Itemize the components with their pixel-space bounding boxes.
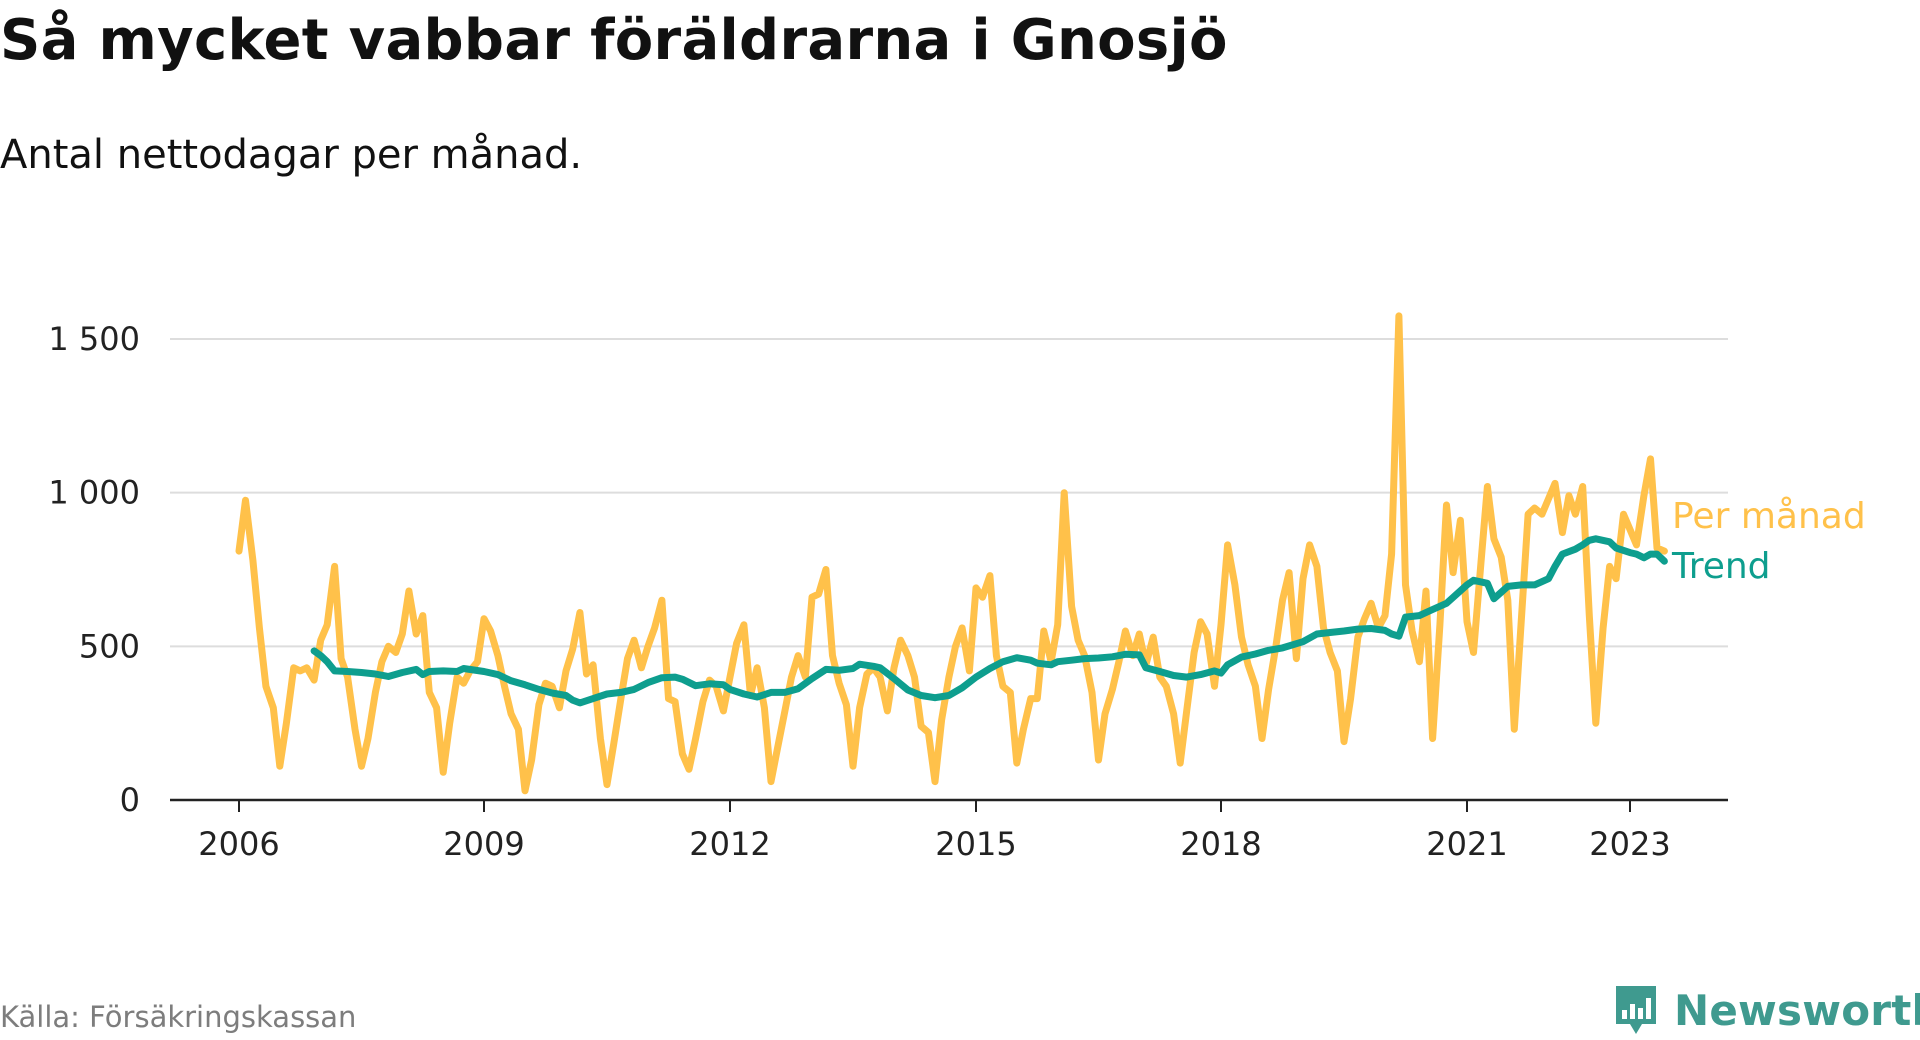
- y-tick-label: 1 000: [48, 474, 140, 512]
- y-axis: 0 500 1 000 1 500: [48, 320, 140, 819]
- x-tick-label: 2015: [935, 825, 1016, 863]
- legend-label-per-manad: Per månad: [1672, 496, 1866, 537]
- x-tick-label: 2009: [443, 825, 524, 863]
- y-tick-label: 1 500: [48, 320, 140, 358]
- newsworthy-bar-chart-icon: [1616, 986, 1656, 1034]
- x-axis: 2006 2009 2012 2015 2018 2021 2023: [170, 798, 1728, 863]
- x-tick-label: 2023: [1589, 825, 1670, 863]
- chart-title: Så mycket vabbar föräldrarna i Gnosjö: [0, 8, 1228, 73]
- y-tick-label: 0: [120, 781, 140, 819]
- x-tick-label: 2018: [1180, 825, 1261, 863]
- gridlines: [170, 338, 1728, 648]
- x-tick-label: 2012: [689, 825, 770, 863]
- x-tick-label: 2021: [1426, 825, 1507, 863]
- brand-logo[interactable]: Newsworthy: [1612, 982, 1920, 1038]
- inline-legend: Per månad Trend: [1671, 496, 1866, 587]
- series-line-per-manad: [235, 312, 1668, 795]
- y-tick-label: 500: [79, 627, 140, 665]
- series-line-trend: [310, 535, 1668, 707]
- series-lines: [235, 312, 1668, 795]
- chart-subtitle: Antal nettodagar per månad.: [0, 132, 583, 178]
- source-note: Källa: Försäkringskassan: [0, 1000, 357, 1034]
- brand-name: Newsworthy: [1674, 985, 1920, 1035]
- x-tick-label: 2006: [198, 825, 279, 863]
- legend-label-trend: Trend: [1671, 546, 1771, 587]
